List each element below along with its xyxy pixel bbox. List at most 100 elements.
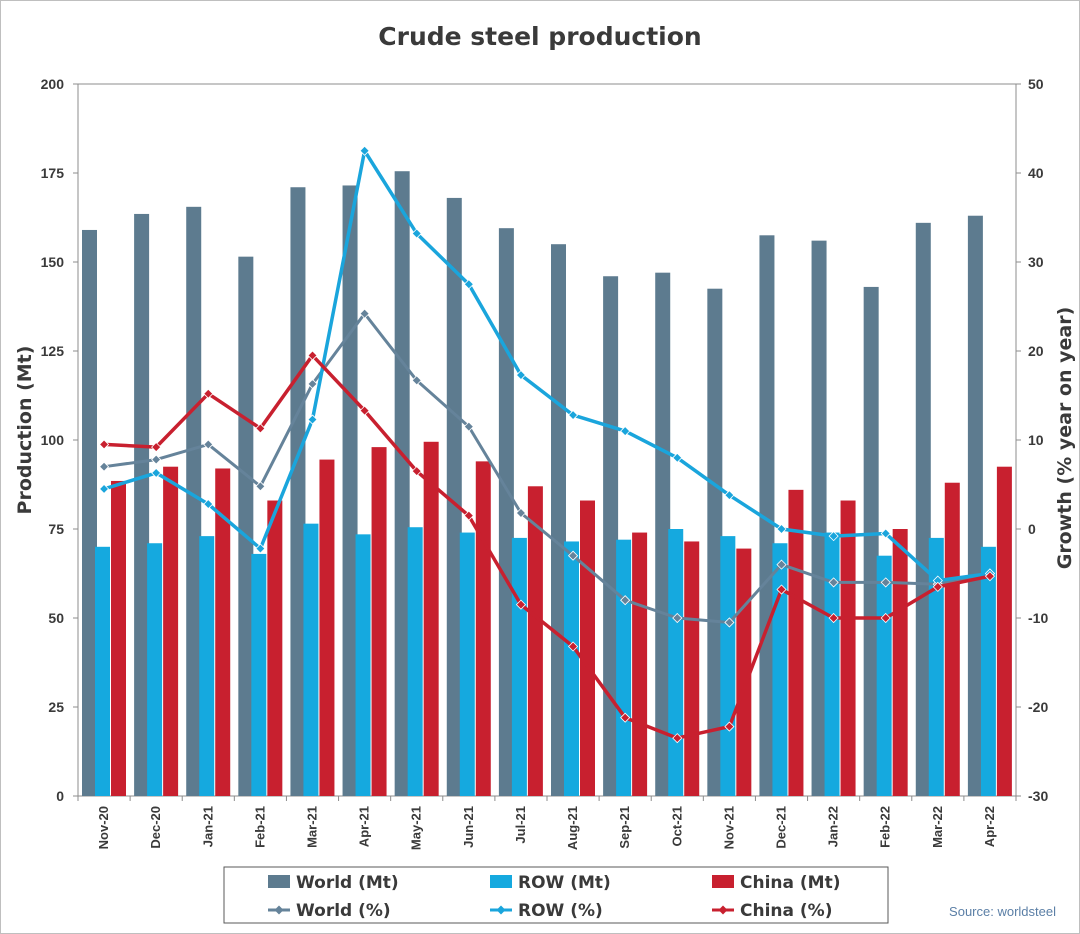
- world-growth-marker: [463, 421, 474, 432]
- row-growth-marker: [255, 543, 266, 554]
- row-bar: [928, 537, 944, 796]
- y-tick-label: 150: [41, 254, 65, 270]
- y2-tick-label: 0: [1028, 521, 1036, 537]
- row-growth-marker: [359, 145, 370, 156]
- x-tick-label: Dec-20: [148, 806, 163, 849]
- y2-tick-label: 20: [1028, 343, 1044, 359]
- world-growth-marker: [567, 550, 579, 561]
- legend-box: [223, 866, 889, 924]
- y-axis-title: Production (Mt): [14, 346, 36, 515]
- y-tick-label: 75: [48, 521, 64, 537]
- row-growth-marker: [463, 279, 474, 290]
- world-growth-marker: [620, 595, 631, 606]
- y-tick-label: 50: [48, 610, 64, 626]
- x-tick-label: Feb-21: [252, 806, 267, 848]
- row-growth-line: [103, 149, 991, 583]
- row-growth-marker: [203, 499, 214, 510]
- world-growth-marker: [672, 612, 683, 624]
- china-bar: [840, 500, 856, 796]
- china-bar: [423, 441, 439, 796]
- y2-tick-label: -20: [1028, 699, 1048, 715]
- china-growth-marker: [359, 405, 370, 416]
- legend-swatch-marker: [718, 905, 728, 915]
- world-bar: [290, 187, 306, 797]
- china-growth-marker: [620, 712, 631, 723]
- world-bar: [238, 256, 254, 796]
- y2-tick-label: 10: [1028, 432, 1044, 448]
- china-growth-marker: [98, 439, 110, 450]
- y-axis-ticks: 0 25 50 75 100 125 150 175 200: [41, 76, 78, 804]
- world-growth-marker: [776, 559, 787, 570]
- row-growth-marker: [98, 483, 110, 495]
- row-growth-marker: [776, 523, 787, 535]
- world-growth-marker: [724, 617, 735, 628]
- legend-swatch-bar: [490, 875, 512, 888]
- legend-label: China (%): [740, 901, 832, 921]
- world-growth-marker: [828, 577, 839, 588]
- x-tick-label: Apr-21: [357, 806, 372, 847]
- row-growth-marker: [411, 228, 422, 239]
- y2-axis-ticks: -30 -20 -10 0 10 20 30 40 50: [1016, 76, 1048, 804]
- plot-area: [77, 83, 1017, 797]
- world-growth-marker: [255, 481, 266, 492]
- y-tick-label: 200: [41, 76, 65, 92]
- china-growth-marker: [411, 466, 422, 477]
- china-growth-marker: [828, 612, 839, 624]
- y-tick-label: 100: [41, 432, 65, 448]
- world-growth-marker: [515, 507, 527, 519]
- row-bar: [564, 541, 579, 796]
- row-bar: [824, 532, 840, 796]
- world-bar: [811, 240, 827, 796]
- world-growth-line: [103, 312, 991, 624]
- bar-layer: [82, 171, 1012, 797]
- row-growth-marker: [672, 452, 683, 463]
- china-bar: [684, 541, 700, 796]
- row-growth-marker: [724, 490, 735, 501]
- row-bar: [668, 529, 684, 796]
- row-growth-marker: [620, 426, 631, 437]
- china-growth-marker: [203, 388, 214, 399]
- china-growth-marker: [255, 423, 266, 434]
- y2-axis-title: Growth (% year on year): [1054, 307, 1076, 570]
- x-tick-label: Aug-21: [565, 806, 580, 850]
- row-bar: [980, 546, 996, 796]
- world-bar: [655, 272, 671, 796]
- legend-label: World (%): [296, 901, 391, 921]
- x-tick-label: Jan-22: [826, 806, 841, 847]
- world-growth-marker: [359, 308, 370, 319]
- china-bar: [892, 529, 908, 796]
- china-bar: [580, 500, 595, 796]
- china-growth-marker: [932, 581, 943, 592]
- y2-tick-label: 40: [1028, 165, 1044, 181]
- y2-tick-label: 30: [1028, 254, 1044, 270]
- china-growth-marker: [567, 641, 579, 652]
- world-bar: [915, 222, 931, 797]
- row-bar: [147, 543, 163, 796]
- x-axis-ticks: Nov-20 Dec-20 Jan-21 Feb-21 Mar-21 Apr-21 May-…: [77, 796, 1017, 850]
- world-bar: [759, 235, 775, 797]
- y-tick-label: 25: [48, 699, 64, 715]
- line-layer: [98, 145, 996, 744]
- x-tick-label: Jul-21: [513, 806, 528, 844]
- row-bar: [355, 534, 371, 796]
- row-growth-marker: [567, 410, 579, 421]
- y-tick-label: 125: [41, 343, 65, 359]
- x-tick-label: Mar-22: [930, 806, 945, 848]
- row-bar: [95, 546, 110, 796]
- china-bar: [632, 532, 648, 796]
- world-bar: [707, 288, 723, 796]
- world-growth-marker: [307, 378, 318, 389]
- row-growth-marker: [880, 528, 891, 539]
- x-tick-label: Apr-22: [982, 806, 997, 847]
- world-bar: [82, 229, 97, 796]
- chart-title: Crude steel production: [378, 22, 701, 51]
- legend-label: ROW (Mt): [518, 873, 611, 893]
- world-growth-marker: [98, 461, 110, 472]
- china-bar: [944, 482, 960, 796]
- x-tick-label: Jun-21: [461, 806, 476, 848]
- row-growth-marker: [515, 369, 527, 381]
- world-bar: [186, 206, 202, 796]
- legend-swatch-bar: [712, 875, 734, 888]
- china-growth-marker: [984, 571, 996, 582]
